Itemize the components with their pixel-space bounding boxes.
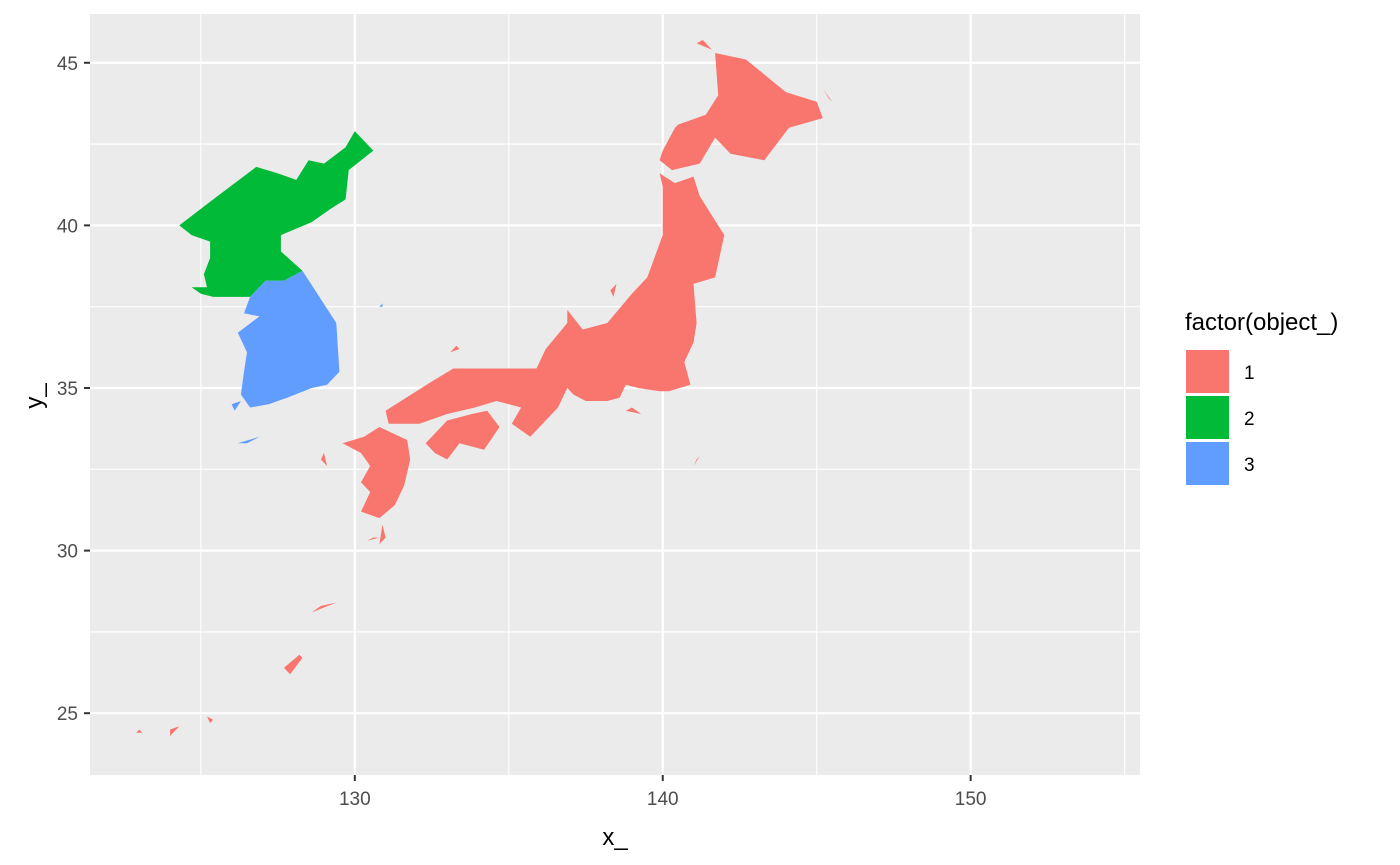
region-object-1 xyxy=(696,40,712,50)
x-tick-label: 150 xyxy=(955,789,987,810)
region-object-1 xyxy=(342,427,411,519)
legend-key-3 xyxy=(1186,442,1229,485)
y-tick-label: 25 xyxy=(57,704,78,725)
region-object-1 xyxy=(284,654,303,675)
y-axis: 25 30 35 40 45 xyxy=(57,54,90,725)
legend: factor(object_) 1 2 3 xyxy=(1185,309,1338,485)
legend-key-1 xyxy=(1186,350,1229,393)
region-object-1 xyxy=(610,283,617,297)
map-shapes xyxy=(136,40,833,736)
legend-key-2 xyxy=(1186,396,1229,439)
x-tick-label: 140 xyxy=(647,789,679,810)
region-object-1 xyxy=(385,173,725,437)
region-object-1 xyxy=(379,524,386,545)
region-object-1 xyxy=(659,53,823,171)
y-tick-label: 30 xyxy=(57,542,78,563)
region-object-1 xyxy=(136,729,143,733)
x-axis: 130 140 150 xyxy=(339,775,987,810)
region-object-1 xyxy=(425,410,500,460)
x-axis-title: x_ xyxy=(602,824,628,851)
region-object-3 xyxy=(237,436,260,444)
region-object-1 xyxy=(320,453,328,466)
region-object-1 xyxy=(822,88,833,102)
legend-label-2: 2 xyxy=(1244,409,1255,430)
y-axis-title: y_ xyxy=(21,383,48,409)
legend-label-1: 1 xyxy=(1244,363,1255,384)
region-object-3 xyxy=(379,303,383,307)
region-object-1 xyxy=(367,537,380,541)
y-tick-label: 45 xyxy=(57,54,78,75)
region-object-1 xyxy=(450,345,460,353)
region-object-1 xyxy=(625,407,642,414)
region-object-3 xyxy=(237,270,340,408)
region-object-1 xyxy=(693,456,700,466)
region-object-1 xyxy=(311,602,337,613)
y-tick-label: 40 xyxy=(57,216,78,237)
region-object-3 xyxy=(231,401,241,411)
legend-title: factor(object_) xyxy=(1185,309,1338,336)
region-object-1 xyxy=(170,726,180,736)
region-object-2 xyxy=(179,131,374,297)
region-object-1 xyxy=(207,716,214,723)
legend-label-3: 3 xyxy=(1244,455,1255,476)
y-tick-label: 35 xyxy=(57,379,78,400)
x-tick-label: 130 xyxy=(339,789,371,810)
